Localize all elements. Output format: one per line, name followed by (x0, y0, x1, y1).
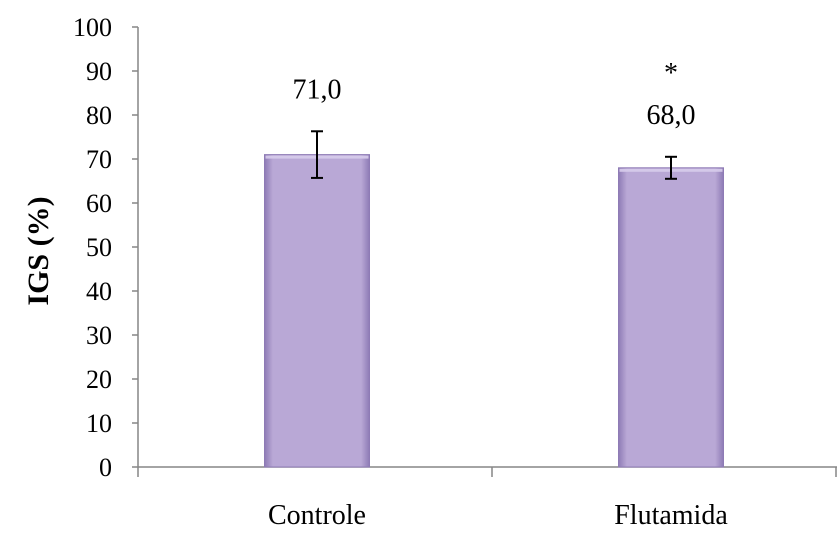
y-tick-label: 100 (73, 13, 112, 42)
bar-flutamida (618, 167, 724, 468)
category-label: Flutamida (614, 500, 728, 531)
y-tick-label: 30 (86, 321, 112, 350)
y-tick-label: 80 (86, 101, 112, 130)
bar-controle (264, 154, 370, 468)
data-label: 68,0 (647, 100, 696, 131)
y-tick-label: 50 (86, 233, 112, 262)
category-label: Controle (268, 500, 366, 531)
y-tick-label: 90 (86, 57, 112, 86)
significance-marker: * (664, 58, 678, 89)
y-tick-label: 20 (86, 365, 112, 394)
y-tick-label: 40 (86, 277, 112, 306)
y-tick-label: 10 (86, 409, 112, 438)
y-axis-title: IGS (%) (22, 196, 55, 305)
y-tick-label: 70 (86, 145, 112, 174)
y-tick-label: 60 (86, 189, 112, 218)
y-tick-label: 0 (99, 453, 112, 482)
data-label: 71,0 (293, 74, 342, 105)
